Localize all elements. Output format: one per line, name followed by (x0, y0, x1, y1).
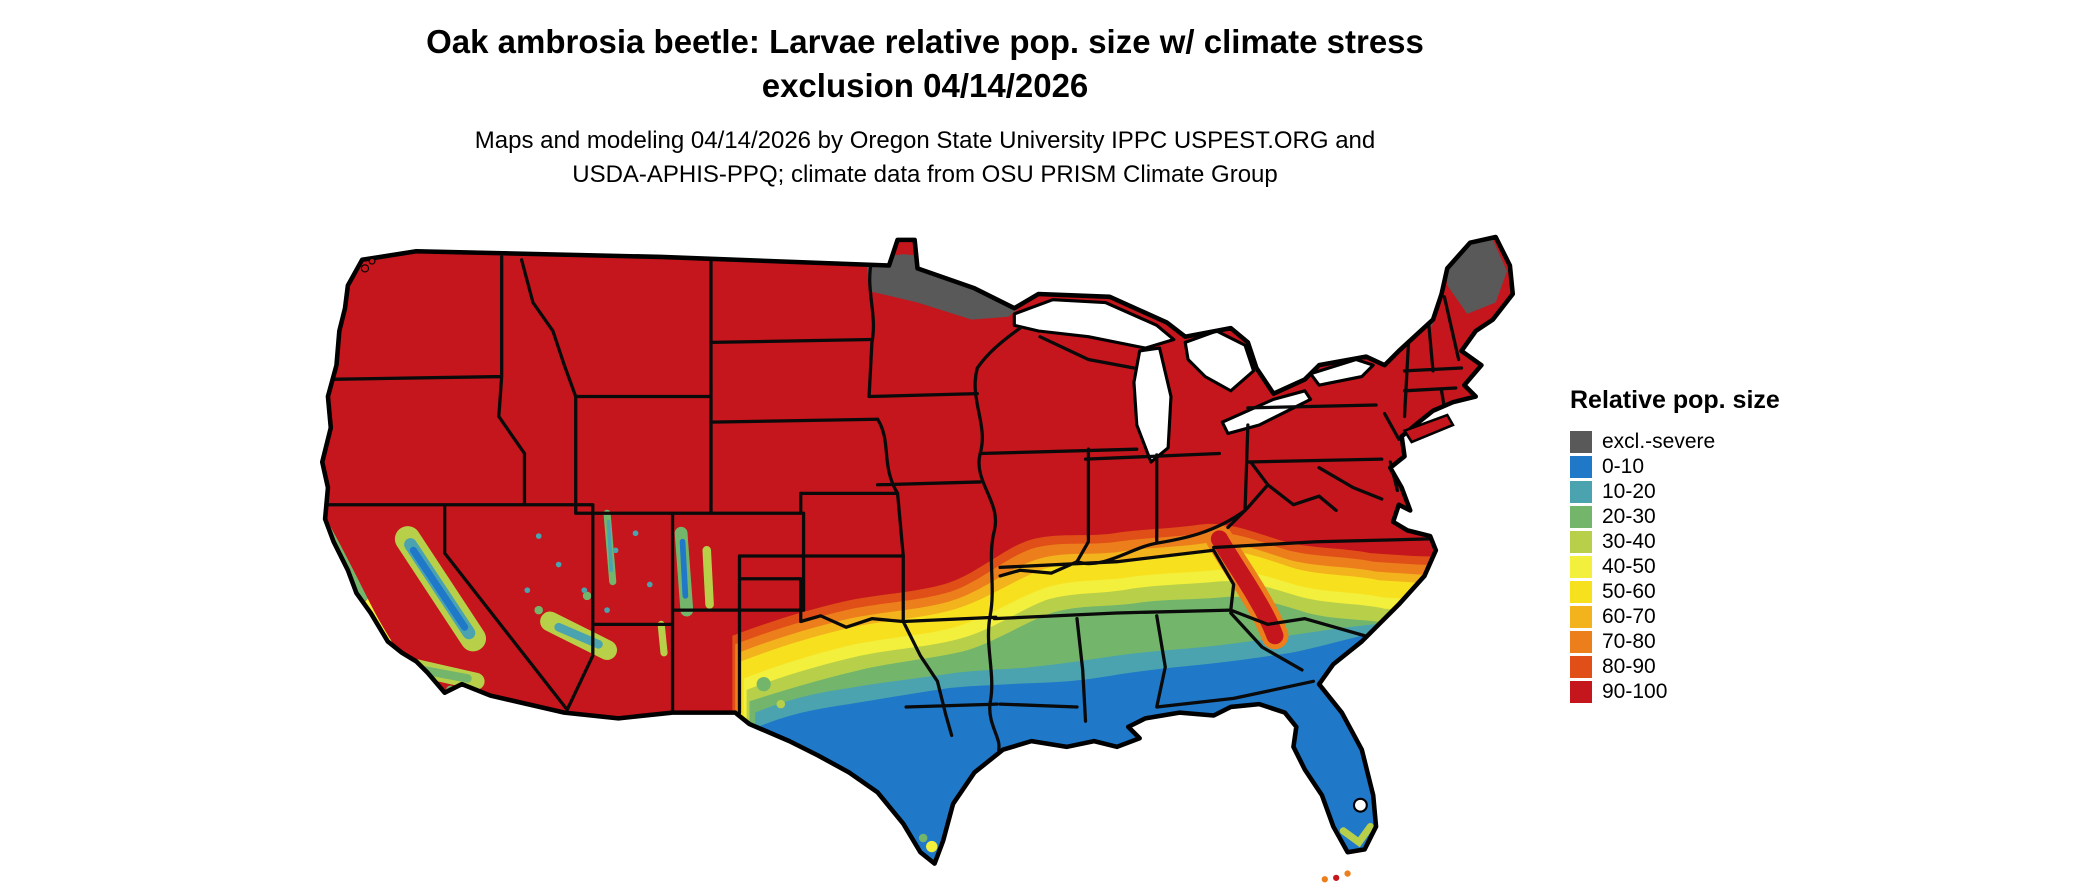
legend-swatch (1570, 480, 1592, 503)
legend-item-label: 80-90 (1602, 655, 1656, 678)
map-subtitle: Maps and modeling 04/14/2026 by Oregon S… (75, 124, 1775, 192)
map-title-line2: exclusion 04/14/2026 (761, 67, 1089, 104)
legend-item-label: 90-100 (1602, 680, 1668, 703)
lake-erie (1220, 389, 1313, 436)
legend-swatch (1570, 630, 1592, 653)
legend-title: Relative pop. size (1570, 386, 1780, 414)
map-subtitle-line1: Maps and modeling 04/14/2026 by Oregon S… (474, 127, 1376, 154)
legend-items: excl.-severe 0-10 10-20 20-30 30-40 40-50 50-6… (1570, 429, 1780, 704)
legend-swatch (1570, 555, 1592, 578)
legend-item-label: 40-50 (1602, 555, 1656, 578)
legend-item-label: 10-20 (1602, 480, 1656, 503)
legend-swatch (1570, 430, 1592, 453)
legend-item: 40-50 (1570, 554, 1780, 579)
legend-item-label: excl.-severe (1602, 430, 1716, 453)
map-raster-layers (322, 237, 1513, 864)
legend-swatch (1570, 605, 1592, 628)
lake-huron (1183, 329, 1256, 393)
map-south-florida-fringe (1339, 823, 1374, 848)
lake-superior (1012, 298, 1176, 350)
us-map-svg (319, 234, 1516, 883)
long-island (1402, 413, 1455, 444)
legend-item: 20-30 (1570, 504, 1780, 529)
legend-item: 0-10 (1570, 454, 1780, 479)
lake-okeechobee (1352, 797, 1368, 813)
state-borders (322, 255, 1464, 752)
legend-item: 90-100 (1570, 679, 1780, 704)
legend-item: 70-80 (1570, 629, 1780, 654)
legend-swatch (1570, 530, 1592, 553)
legend-item-label: 50-60 (1602, 580, 1656, 603)
legend-item: 60-70 (1570, 604, 1780, 629)
legend-item: 50-60 (1570, 579, 1780, 604)
legend-item: 10-20 (1570, 479, 1780, 504)
legend-item: excl.-severe (1570, 429, 1780, 454)
legend: Relative pop. size excl.-severe 0-10 10-20… (1570, 386, 1780, 704)
map-title: Oak ambrosia beetle: Larvae relative pop… (75, 20, 1775, 108)
legend-item-label: 70-80 (1602, 630, 1656, 653)
legend-item: 30-40 (1570, 529, 1780, 554)
legend-swatch (1570, 680, 1592, 703)
legend-item: 80-90 (1570, 654, 1780, 679)
us-choropleth-map (308, 228, 1527, 884)
islands (360, 257, 1455, 883)
legend-swatch (1570, 580, 1592, 603)
legend-item-label: 0-10 (1602, 455, 1645, 478)
legend-item-label: 20-30 (1602, 505, 1656, 528)
legend-swatch (1570, 505, 1592, 528)
legend-swatch (1570, 655, 1592, 678)
us-outline (319, 234, 1516, 866)
legend-item-label: 60-70 (1602, 605, 1656, 628)
map-title-line1: Oak ambrosia beetle: Larvae relative pop… (426, 23, 1424, 60)
legend-swatch (1570, 455, 1592, 478)
legend-item-label: 30-40 (1602, 530, 1656, 553)
florida-keys (1321, 876, 1328, 883)
map-subtitle-line2: USDA-APHIS-PPQ; climate data from OSU PR… (572, 161, 1278, 188)
